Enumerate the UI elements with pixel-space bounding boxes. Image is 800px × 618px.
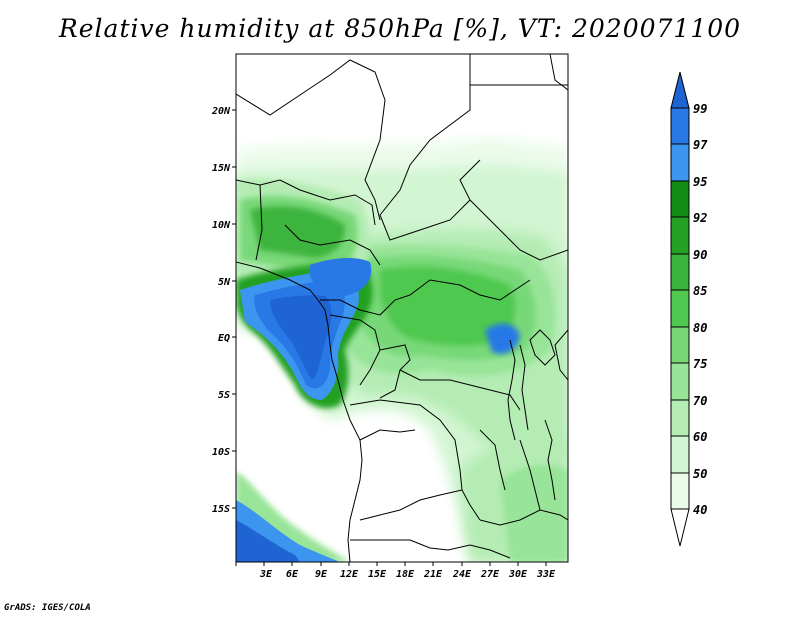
colorbar-label: 90 — [693, 248, 708, 262]
lat-label: 20N — [211, 106, 231, 117]
colorbar-label: 40 — [693, 503, 708, 517]
colorbar-segment — [670, 253, 690, 291]
lon-label: 24E — [452, 569, 472, 580]
lon-label: 30E — [508, 569, 528, 580]
map-frame — [235, 53, 569, 563]
lon-label: 9E — [315, 569, 328, 580]
lat-label: 15N — [212, 163, 231, 174]
colorbar-segment — [670, 143, 690, 182]
lon-label: 21E — [423, 569, 443, 580]
map-title: Relative humidity at 850hPa [%], VT: 202… — [58, 14, 742, 43]
lat-label: 5S — [218, 390, 230, 401]
lon-ticks — [263, 562, 547, 566]
latitude-labels: 20N 15N 10N 5N EQ 5S 10S 15S — [211, 106, 231, 515]
colorbar-label: 80 — [693, 321, 708, 335]
lon-label: 27E — [480, 569, 500, 580]
lat-label: 10S — [212, 447, 230, 458]
footer-credit: GrADS: IGES/COLA — [4, 603, 91, 613]
longitude-labels: 3E 6E 9E 12E 15E 18E 21E 24E 27E 30E 33E — [259, 569, 556, 580]
lat-label: EQ — [218, 333, 230, 344]
colorbar-label: 60 — [693, 430, 708, 444]
lat-label: 5N — [218, 277, 231, 288]
colorbar-segment — [670, 107, 690, 145]
humidity-field — [236, 54, 568, 562]
lon-label: 12E — [340, 569, 359, 580]
colorbar-label: 97 — [693, 138, 708, 152]
lon-label: 6E — [286, 569, 299, 580]
colorbar-bottom-arrow — [670, 508, 690, 547]
lon-label: 18E — [396, 569, 415, 580]
colorbar-segment — [670, 399, 690, 437]
lat-label: 10N — [212, 220, 231, 231]
country-borders — [236, 54, 568, 562]
colorbar-label: 95 — [693, 175, 708, 189]
colorbar-label: 75 — [693, 357, 708, 371]
colorbar-segment — [670, 216, 690, 255]
colorbar-label: 99 — [693, 102, 708, 116]
lat-ticks — [232, 109, 236, 509]
colorbar-segment — [670, 180, 690, 218]
colorbar-segment — [670, 362, 690, 401]
colorbar-label: 70 — [693, 394, 708, 408]
colorbar — [670, 71, 690, 547]
lon-label: 33E — [536, 569, 556, 580]
colorbar-top-arrow — [670, 71, 690, 109]
lon-label: 15E — [368, 569, 387, 580]
colorbar-segment — [670, 289, 690, 328]
colorbar-label: 92 — [693, 211, 708, 225]
colorbar-segment — [670, 472, 690, 510]
colorbar-segment — [670, 435, 690, 474]
lat-label: 15S — [212, 504, 230, 515]
colorbar-segment — [670, 326, 690, 364]
colorbar-label: 85 — [693, 284, 708, 298]
colorbar-label: 50 — [693, 467, 708, 481]
lon-label: 3E — [259, 569, 273, 580]
